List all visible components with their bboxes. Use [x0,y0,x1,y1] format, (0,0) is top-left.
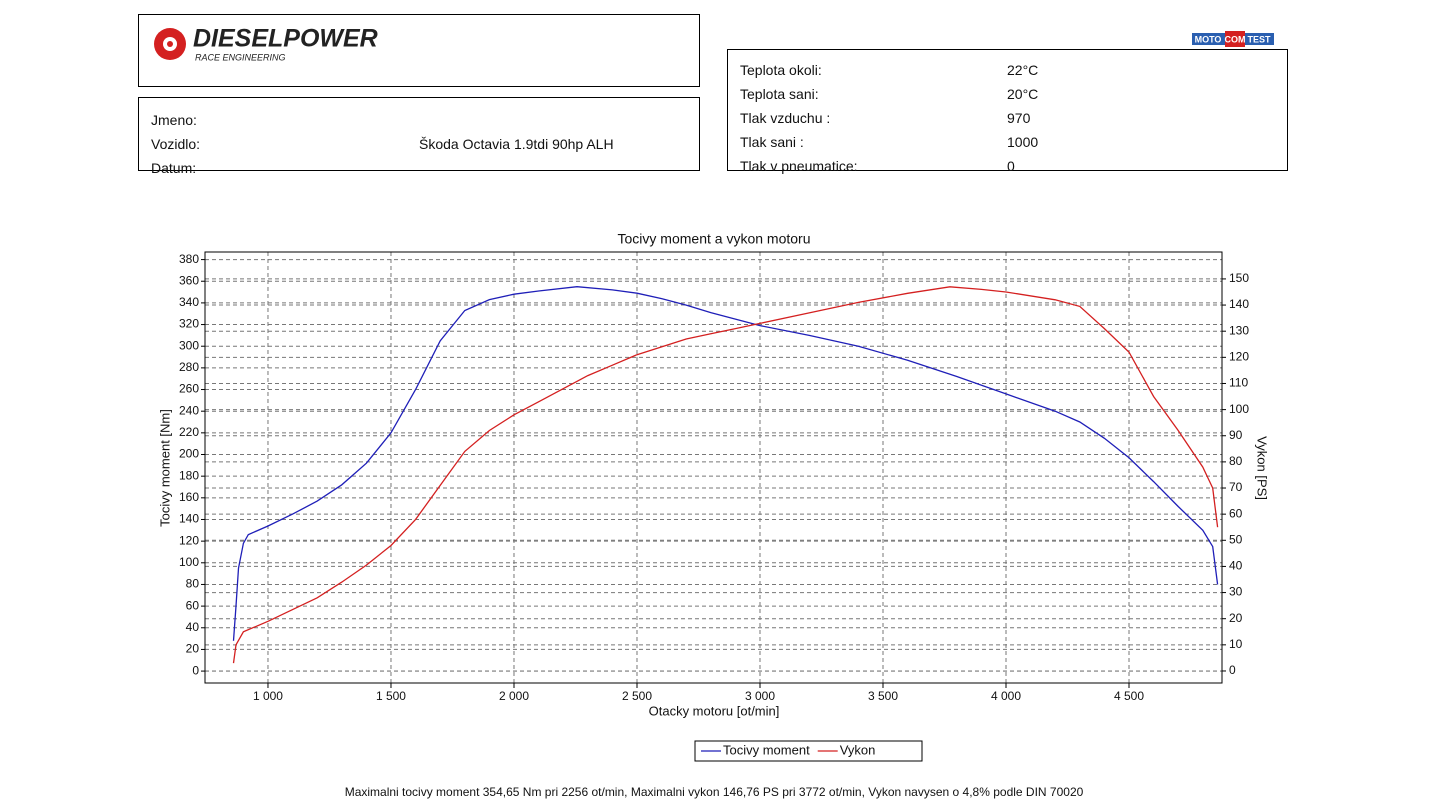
badge-text: COM [1225,34,1246,44]
logo: DIESELPOWER RACE ENGINEERING [154,25,378,62]
y-tick-label: 0 [192,663,199,677]
y-tick-label: 380 [179,252,199,266]
y-tick-label: 140 [179,512,199,526]
x-tick-label: 2 500 [622,689,652,703]
field-label: Vozidlo: [151,136,201,152]
y-tick-label: 340 [179,295,199,309]
field-label: Teplota okoli: [740,62,822,78]
logo-icon [167,41,173,47]
y2-axis-label: Vykon [PS] [1255,436,1270,500]
y2-tick-label: 40 [1229,559,1243,573]
y-tick-label: 160 [179,490,199,504]
y-tick-label: 120 [179,533,199,547]
logo-brand: DIESELPOWER [193,25,378,53]
y-tick-label: 360 [179,273,199,287]
y-tick-label: 100 [179,555,199,569]
field-value: 1000 [1007,134,1039,150]
legend-label: Tocivy moment [723,742,810,757]
x-tick-label: 4 500 [1114,689,1144,703]
y2-tick-label: 80 [1229,454,1243,468]
x-tick-label: 3 000 [745,689,775,703]
y2-tick-label: 100 [1229,402,1249,416]
legend-box [694,740,923,762]
y2-tick-label: 60 [1229,506,1243,520]
y2-tick-label: 50 [1229,532,1243,546]
y-tick-label: 280 [179,360,199,374]
y-tick-label: 80 [186,577,200,591]
y2-tick-label: 90 [1229,428,1243,442]
field-value: 970 [1007,110,1031,126]
y-tick-label: 320 [179,317,199,331]
field-value: 22°C [1007,62,1039,78]
field-label: Tlak vzduchu : [740,110,831,126]
y2-tick-label: 20 [1229,611,1243,625]
y2-tick-label: 70 [1229,480,1243,494]
chart-title: Tocivy moment a vykon motoru [618,231,811,247]
field-value: Škoda Octavia 1.9tdi 90hp ALH [419,136,614,152]
logo-tagline: RACE ENGINEERING [195,52,286,62]
legend-label: Vykon [840,742,876,757]
field-value: 20°C [1007,86,1039,102]
y2-tick-label: 10 [1229,637,1243,651]
field-value: 0 [1007,158,1015,174]
y2-tick-label: 150 [1229,271,1249,285]
conditions-box: Teplota okoli: 22°C Teplota sani: 20°C Tlak … [727,49,1288,174]
y-tick-label: 60 [186,598,200,612]
y2-tick-label: 0 [1229,663,1236,677]
y-tick-label: 240 [179,403,199,417]
series-line [232,286,1219,641]
y2-tick-label: 110 [1229,376,1248,390]
badge-text: TEST [1247,34,1271,44]
y-axis-label: Tocivy moment [Nm] [157,409,172,527]
x-tick-label: 2 000 [499,689,529,703]
field-label: Teplota sani: [740,86,819,102]
x-tick-label: 4 000 [991,689,1021,703]
x-tick-label: 1 500 [376,689,406,703]
plot-frame [204,251,1223,684]
field-label: Datum: [151,160,197,176]
vehicle-box: Jmeno: Vozidlo: Škoda Octavia 1.9tdi 90hp … [138,97,700,176]
y2-tick-label: 30 [1229,585,1243,599]
field-label: Jmeno: [151,112,197,128]
y-tick-label: 20 [186,642,200,656]
footnote: Maximalni tocivy moment 354,65 Nm pri 22… [345,785,1084,799]
x-tick-label: 3 500 [868,689,898,703]
field-label: Tlak sani : [740,134,804,150]
badge-bg [1225,31,1245,47]
x-axis-label: Otacky motoru [ot/min] [649,703,780,718]
y-tick-label: 40 [186,620,200,634]
logo-box: DIESELPOWER RACE ENGINEERING [138,14,700,87]
badge: MOTO COM TEST [1192,31,1274,47]
series-line [232,286,1219,664]
y-tick-label: 300 [179,338,199,352]
badge-text: MOTO [1195,34,1222,44]
y2-tick-label: 120 [1229,350,1249,364]
y2-tick-label: 130 [1229,323,1249,337]
x-tick-label: 1 000 [253,689,283,703]
y-tick-label: 260 [179,382,199,396]
y-tick-label: 200 [179,447,199,461]
field-label: Tlak v pneumatice: [740,158,858,174]
y2-tick-label: 140 [1229,297,1249,311]
y-tick-label: 180 [179,468,199,482]
y-tick-label: 220 [179,425,199,439]
